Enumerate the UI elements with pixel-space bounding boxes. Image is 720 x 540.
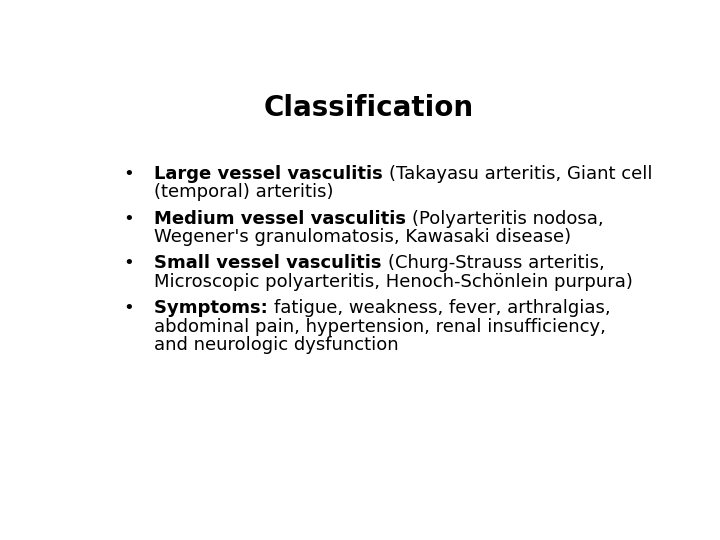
Text: Symptoms:: Symptoms: xyxy=(154,299,274,318)
Text: •: • xyxy=(124,210,134,227)
Text: Microscopic polyarteritis, Henoch-Schönlein purpura): Microscopic polyarteritis, Henoch-Schönl… xyxy=(154,273,633,291)
Text: Large vessel vasculitis: Large vessel vasculitis xyxy=(154,165,390,183)
Text: •: • xyxy=(124,254,134,272)
Text: abdominal pain, hypertension, renal insufficiency,: abdominal pain, hypertension, renal insu… xyxy=(154,318,606,335)
Text: (Polyarteritis nodosa,: (Polyarteritis nodosa, xyxy=(413,210,604,227)
Text: •: • xyxy=(124,299,134,318)
Text: (Churg-Strauss arteritis,: (Churg-Strauss arteritis, xyxy=(388,254,605,272)
Text: (temporal) arteritis): (temporal) arteritis) xyxy=(154,183,333,201)
Text: and neurologic dysfunction: and neurologic dysfunction xyxy=(154,336,399,354)
Text: Wegener's granulomatosis, Kawasaki disease): Wegener's granulomatosis, Kawasaki disea… xyxy=(154,228,571,246)
Text: Medium vessel vasculitis: Medium vessel vasculitis xyxy=(154,210,413,227)
Text: Classification: Classification xyxy=(264,94,474,122)
Text: (Takayasu arteritis, Giant cell: (Takayasu arteritis, Giant cell xyxy=(390,165,652,183)
Text: Small vessel vasculitis: Small vessel vasculitis xyxy=(154,254,388,272)
Text: fatigue, weakness, fever, arthralgias,: fatigue, weakness, fever, arthralgias, xyxy=(274,299,611,318)
Text: •: • xyxy=(124,165,134,183)
